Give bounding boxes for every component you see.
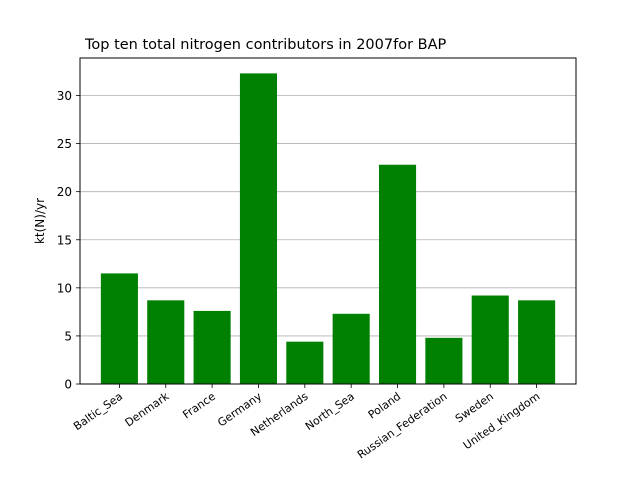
y-tick-label: 20 [57, 185, 72, 199]
chart-title: Top ten total nitrogen contributors in 2… [84, 37, 447, 53]
bar-france [193, 310, 231, 384]
y-tick-label: 5 [64, 329, 72, 343]
bar-germany [239, 73, 278, 385]
x-tick-label: United_Kingdom [461, 390, 542, 452]
x-tick-label: Sweden [453, 390, 496, 426]
x-tick-label: North_Sea [303, 390, 357, 433]
y-axis-label: kt(N)/yr [33, 198, 47, 244]
bar-poland [378, 164, 417, 384]
bar-netherlands [286, 341, 324, 384]
bar-united-kingdom [518, 300, 556, 384]
y-tick-label: 30 [57, 89, 72, 103]
bar-north-sea [332, 313, 370, 384]
y-tick-label: 0 [64, 378, 72, 392]
bar-denmark [147, 300, 185, 384]
y-tick-label: 25 [57, 137, 72, 151]
x-tick-label: France [180, 390, 218, 422]
x-tick-label: Denmark [123, 389, 172, 429]
plot-frame [79, 57, 577, 385]
bar-sweden [471, 295, 509, 384]
bars [100, 73, 556, 385]
y-tick-label: 15 [57, 233, 72, 247]
x-tick-label: Baltic_Sea [71, 390, 125, 433]
y-axis: 0 5 10 15 20 25 30 [57, 89, 80, 392]
bar-baltic-sea [100, 273, 138, 384]
bar-russian-federation [425, 337, 463, 384]
y-tick-label: 10 [57, 281, 72, 295]
x-tick-label: Poland [366, 390, 404, 422]
